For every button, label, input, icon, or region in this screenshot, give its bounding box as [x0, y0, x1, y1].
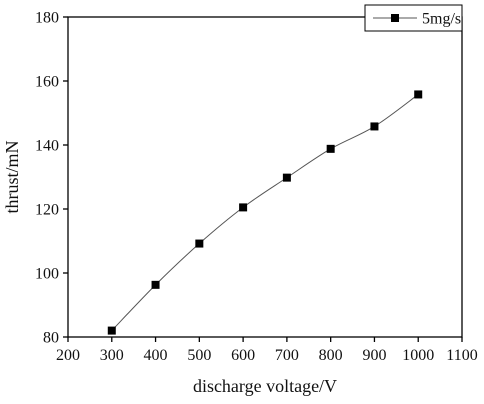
data-point [195, 239, 204, 248]
legend-marker [391, 14, 399, 22]
x-axis-title: discharge voltage/V [193, 376, 337, 396]
y-tick-label: 140 [35, 138, 59, 155]
x-tick-label: 600 [231, 347, 255, 364]
x-tick-label: 700 [275, 347, 299, 364]
data-point [414, 90, 423, 99]
legend: 5mg/s [364, 4, 463, 32]
x-tick-label: 400 [144, 347, 168, 364]
y-tick-label: 160 [35, 74, 59, 91]
x-tick-label: 200 [56, 347, 80, 364]
plot-border [67, 16, 463, 338]
legend-label: 5mg/s [422, 11, 461, 28]
data-point [326, 144, 335, 153]
data-point [151, 280, 160, 289]
x-tick-label: 500 [187, 347, 211, 364]
x-tick-label: 1000 [402, 347, 434, 364]
data-point [282, 173, 291, 182]
x-tick-label: 1100 [446, 347, 477, 364]
x-tick-label: 300 [100, 347, 124, 364]
plot-frame [67, 16, 463, 338]
y-tick-label: 100 [35, 266, 59, 283]
y-axis-title: thrust/mN [2, 140, 22, 213]
data-point [370, 122, 379, 131]
y-tick-label: 80 [43, 330, 59, 347]
y-tick-label: 180 [35, 10, 59, 27]
data-point [107, 326, 116, 335]
y-axis-ticks: 80 100 120 140 160 180 [35, 10, 68, 347]
x-axis-ticks: 200 300 400 500 600 700 800 900 1000 1100 [56, 337, 478, 364]
y-tick-label: 120 [35, 202, 59, 219]
x-tick-label: 900 [362, 347, 386, 364]
data-point [239, 203, 248, 212]
x-tick-label: 800 [319, 347, 343, 364]
series-layer [107, 90, 423, 335]
